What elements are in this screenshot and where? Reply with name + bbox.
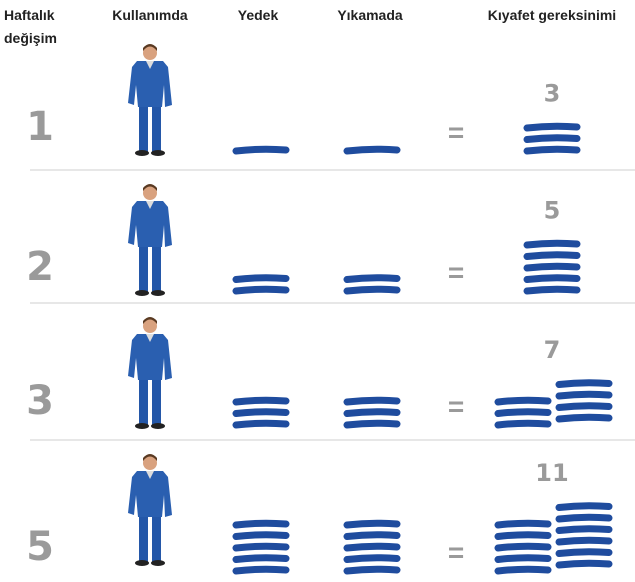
total-requirement: 11 (535, 459, 568, 487)
worker-figure (128, 454, 172, 566)
garment-stroke (236, 289, 286, 291)
garment-stroke (236, 423, 286, 425)
garment-stroke (559, 506, 609, 508)
garment-stroke (236, 412, 286, 414)
washing-garments (347, 523, 397, 571)
header-changes: Haftalık (4, 7, 55, 23)
garment-stroke (236, 535, 286, 537)
garment-stroke (347, 558, 397, 560)
garment-stroke (559, 552, 609, 554)
total-garments (527, 243, 577, 291)
total-garments (527, 126, 577, 151)
garment-stroke (527, 138, 577, 140)
garment-stroke (559, 540, 609, 542)
garment-stroke (498, 523, 548, 525)
garment-stroke (559, 563, 609, 565)
total-requirement: 3 (544, 80, 561, 108)
shoe (151, 560, 165, 566)
worker-figure (128, 184, 172, 296)
garment-stroke (236, 569, 286, 571)
header-requirement: Kıyafet gereksinimi (488, 7, 616, 23)
garment-stroke (559, 517, 609, 519)
garment-stroke (527, 266, 577, 268)
spare-garments (236, 149, 286, 151)
washing-garments (347, 149, 397, 151)
equals-sign: = (448, 257, 464, 288)
header-changes: değişim (4, 30, 57, 46)
worker-figure (128, 317, 172, 429)
garment-stroke (527, 243, 577, 245)
garment-stroke (236, 546, 286, 548)
garment-stroke (347, 423, 397, 425)
garment-stroke (347, 400, 397, 402)
shoe (151, 290, 165, 296)
washing-garments (347, 400, 397, 425)
equals-sign: = (448, 537, 464, 568)
total-requirement: 7 (544, 336, 561, 364)
garment-stroke (347, 149, 397, 151)
garment-stroke (236, 523, 286, 525)
garment-stroke (347, 535, 397, 537)
garment-stroke (559, 417, 609, 419)
garment-stroke (527, 255, 577, 257)
garment-stroke (498, 412, 548, 414)
shoe (135, 150, 149, 156)
weekly-changes: 1 (26, 104, 54, 150)
washing-garments (347, 278, 397, 291)
total-requirement: 5 (544, 197, 561, 225)
garment-stroke (347, 289, 397, 291)
total-garments (498, 383, 609, 425)
header-in-use: Kullanımda (112, 7, 188, 23)
infographic: Haftalık değişim Kullanımda Yedek Yıkama… (0, 0, 635, 582)
garment-stroke (527, 289, 577, 291)
garment-stroke (347, 569, 397, 571)
spare-garments (236, 400, 286, 425)
garment-stroke (236, 558, 286, 560)
garment-stroke (236, 278, 286, 280)
weekly-changes: 2 (26, 244, 54, 290)
garment-stroke (498, 546, 548, 548)
garment-stroke (527, 149, 577, 151)
garment-stroke (527, 278, 577, 280)
garment-stroke (347, 546, 397, 548)
total-garments (498, 506, 609, 571)
garment-stroke (236, 400, 286, 402)
spare-garments (236, 278, 286, 291)
garment-stroke (559, 394, 609, 396)
header-washing: Yıkamada (337, 7, 403, 23)
shoe (151, 150, 165, 156)
garment-stroke (498, 569, 548, 571)
garment-stroke (527, 126, 577, 128)
weekly-changes: 3 (26, 378, 54, 424)
garment-stroke (498, 400, 548, 402)
garment-stroke (559, 383, 609, 385)
shoe (151, 423, 165, 429)
garment-stroke (347, 523, 397, 525)
garment-stroke (347, 412, 397, 414)
equals-sign: = (448, 117, 464, 148)
spare-garments (236, 523, 286, 571)
garment-stroke (347, 278, 397, 280)
garment-stroke (559, 529, 609, 531)
weekly-changes: 5 (26, 524, 54, 570)
shoe (135, 560, 149, 566)
garment-stroke (498, 535, 548, 537)
shoe (135, 290, 149, 296)
shoe (135, 423, 149, 429)
worker-figure (128, 44, 172, 156)
header-spare: Yedek (238, 7, 279, 23)
garment-stroke (498, 558, 548, 560)
garment-stroke (498, 423, 548, 425)
garment-stroke (559, 406, 609, 408)
equals-sign: = (448, 391, 464, 422)
garment-stroke (236, 149, 286, 151)
